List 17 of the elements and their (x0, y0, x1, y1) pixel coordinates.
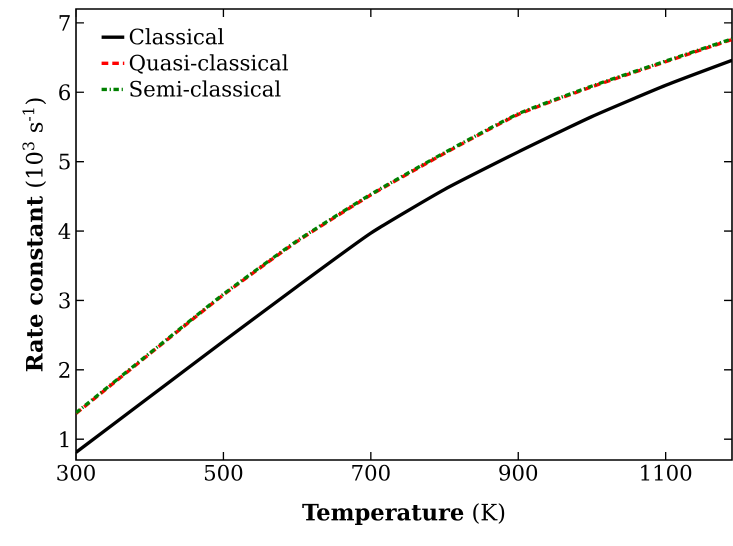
x-tick-label: 300 (57, 464, 95, 481)
y-tick-label: 7 (60, 15, 70, 31)
y-tick-label: 1 (60, 431, 68, 448)
x-axis-title: Temperature (K) (302, 503, 504, 526)
y-axis-title: Rate constant (10$^{3}$ s$^{-1}$) (22, 98, 46, 372)
legend-label: Semi-classical (130, 80, 281, 97)
legend-label: Classical (130, 28, 224, 45)
y-tick-label: 5 (60, 154, 70, 170)
x-tick-label: 700 (352, 464, 390, 481)
y-tick-label: 2 (59, 362, 70, 378)
x-tick-label: 900 (499, 464, 538, 481)
y-tick-label: 6 (59, 84, 70, 100)
y-tick-label: 4 (58, 223, 70, 239)
y-tick-label: 3 (59, 292, 70, 308)
x-tick-label: 1100 (641, 464, 692, 481)
x-tick-label: 500 (204, 464, 242, 481)
legend-label: Quasi-classical (130, 54, 288, 74)
